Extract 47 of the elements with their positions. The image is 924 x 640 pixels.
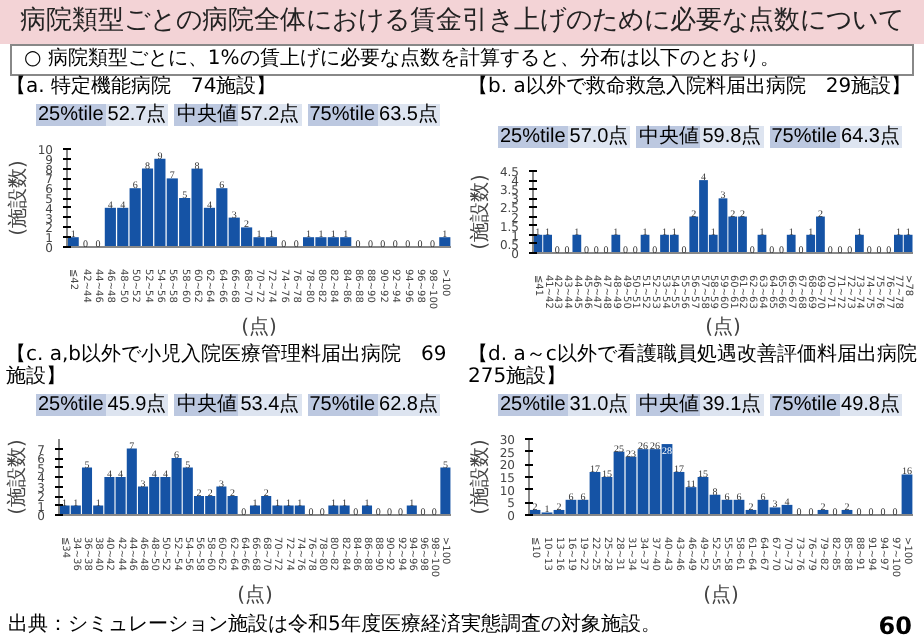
text: 中央値 [174,394,239,416]
chart-title: 【b. a以外で救命救急入院料届出病院 29施設】 [468,76,912,98]
text: 45.9点 [105,394,169,416]
text: 25%tile [497,126,568,148]
text: 75%tile [307,394,378,416]
x-axis-title: (点) [703,583,739,608]
text: 病院類型ごとの病院全体における賃金引き上げのために必要な点数について [20,4,904,40]
x-axis-title: (点) [705,314,741,339]
source-note: 出典：シミュレーション施設は令和5年度医療経済実態調査の対象施設。 [8,612,661,640]
bar [440,467,451,515]
chart-title: 【d. a～c以外で看護職員処遇改善評価料届出病院 275施設】 [468,344,919,388]
text: 中央値 [174,104,239,126]
text: 75%tile [769,126,840,148]
text: 49.8点 [839,394,902,416]
bar [439,237,451,247]
bar [786,234,796,253]
text: 57.2点 [238,104,302,126]
text: 64.3点 [839,126,902,148]
text: 25%tile [35,394,106,416]
text: 75%tile [769,394,840,416]
text: 59.8点 [700,126,764,148]
text: ○ 病院類型ごとに、1%の賃上げに必要な点数を計算すると、分布は以下のとおり。 [24,46,780,74]
text: 53.4点 [238,394,302,416]
y-axis-title: (施設数) [5,160,30,236]
text: 中央値 [636,394,701,416]
text: 中央値 [636,126,701,148]
text: 25%tile [497,394,568,416]
bar [855,234,864,253]
chart-title: 【a. 特定機能病院 74施設】 [6,76,277,98]
y-axis-title: (施設数) [467,439,492,515]
text: 25%tile [35,104,106,126]
text: 63.5点 [377,104,440,126]
text: 60 [878,612,912,640]
x-axis-title: (点) [241,315,277,340]
bar [901,474,913,515]
text: 62.8点 [377,394,440,416]
x-axis-title: (点) [237,583,273,608]
text: 57.0点 [567,126,631,148]
bar [572,234,582,253]
chart-title: 【c. a,b以外で小児入院医療管理料届出病院 69施設】 [6,344,449,388]
bar [611,234,621,253]
y-axis-title: (施設数) [467,174,492,250]
text: 39.1点 [700,394,764,416]
text: 75%tile [307,104,378,126]
text: 31.0点 [567,394,631,416]
text: 52.7点 [105,104,169,126]
y-axis-title: (施設数) [5,439,30,515]
